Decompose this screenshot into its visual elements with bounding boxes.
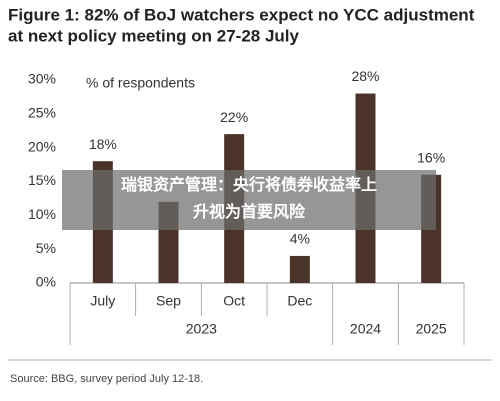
x-tick-label: Dec: [287, 293, 312, 309]
y-tick-label: 15%: [28, 172, 56, 188]
chart-title: Figure 1: 82% of BoJ watchers expect no …: [8, 5, 475, 24]
value-label: 28%: [351, 68, 379, 84]
chart-title: at next policy meeting on 27-28 July: [8, 26, 300, 45]
bar: [289, 255, 310, 283]
x-tick-label: July: [90, 293, 115, 309]
value-label: 4%: [290, 231, 310, 247]
banner-text: 升视为首要风险: [193, 202, 306, 221]
value-label: 22%: [220, 109, 248, 125]
x-group-label: 2024: [350, 321, 381, 337]
banner-text: 瑞银资产管理：央行将债券收益率上: [121, 175, 377, 194]
y-tick-label: 5%: [36, 240, 56, 256]
annotation: % of respondents: [86, 75, 195, 91]
value-label: 16%: [417, 149, 445, 165]
y-tick-label: 30%: [28, 71, 56, 87]
source: Source: BBG, survey period July 12-18.: [10, 373, 203, 385]
x-tick-label: Oct: [223, 293, 245, 309]
x-group-label: 2025: [416, 321, 447, 337]
x-tick-label: Sep: [156, 293, 181, 309]
banner: [62, 170, 436, 230]
y-tick-label: 20%: [28, 138, 56, 154]
y-tick-label: 0%: [36, 274, 56, 290]
y-tick-label: 25%: [28, 105, 56, 121]
y-tick-label: 10%: [28, 206, 56, 222]
value-label: 18%: [89, 136, 117, 152]
x-group-label: 2023: [186, 321, 217, 337]
